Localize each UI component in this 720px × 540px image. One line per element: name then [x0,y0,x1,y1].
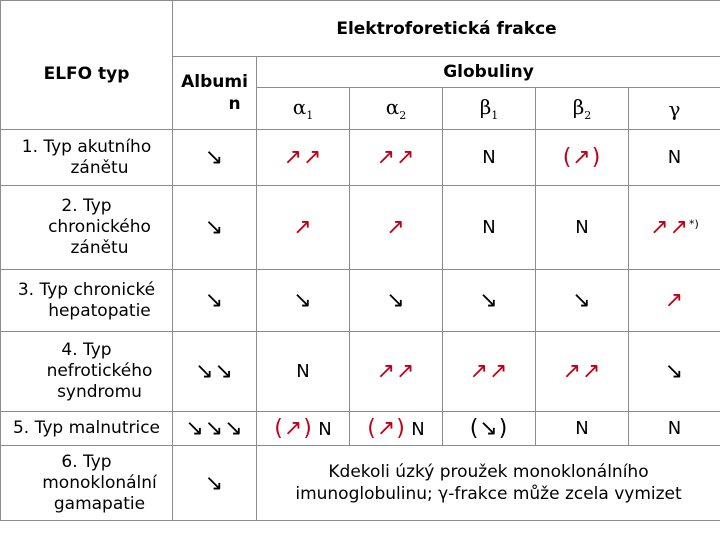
table-row: 6. Typ monoklonální gamapatie ↘ Kdekoli úz… [0,445,720,521]
table-row: 5. Typ malnutrice ↘↘↘ (↗) N (↗) N (↘) N … [0,411,720,446]
beta2-cell: ↗↗ [535,331,629,412]
beta1-header: β1 [442,87,536,130]
albumin-cell: ↘↘ [172,331,257,412]
gamma-header: γ [627,87,720,130]
row-label: 3. Typ chronické hepatopatie [0,269,173,332]
albumin-cell: ↘ [172,269,257,332]
gamma-cell: ↗↗*) [627,185,720,270]
table-row: 3. Typ chronické hepatopatie ↘ ↘ ↘ ↘ ↘ ↗ [0,269,720,332]
albumin-cell: ↘ [172,445,257,521]
beta1-cell: (↘) [442,411,536,446]
alpha1-cell: ↗ [256,185,350,270]
alpha1-cell: ↘ [256,269,350,332]
gamma-cell: ↗ [627,269,720,332]
table-row: 1. Typ akutního zánětu ↘ ↗↗ ↗↗ N (↗) N [0,129,720,186]
alpha2-cell: (↗) N [349,411,443,446]
gamma-cell: ↘ [627,331,720,412]
table-row: 4. Typ nefrotického syndromu ↘↘ N ↗↗ ↗↗ ↗↗… [0,331,720,412]
alpha2-cell: ↘ [349,269,443,332]
alpha2-cell: ↗↗ [349,129,443,186]
alpha1-cell: ↗↗ [256,129,350,186]
beta1-cell: ↗↗ [442,331,536,412]
alpha1-cell: (↗) N [256,411,350,446]
beta2-cell: N [535,411,629,446]
albumin-cell: ↘ [172,129,257,186]
albumin-header-line2: n [228,94,241,114]
row-label: 1. Typ akutního zánětu [0,129,173,186]
alpha2-cell: ↗↗ [349,331,443,412]
type-column-header: ELFO typ [0,0,173,130]
globulins-header: Globuliny [255,56,720,88]
row-label: 5. Typ malnutrice [0,411,173,446]
albumin-cell: ↘ [172,185,257,270]
row-label: 2. Typ chronického zánětu [0,185,173,270]
row-label: 6. Typ monoklonální gamapatie [0,445,173,521]
beta1-cell: N [442,185,536,270]
elfo-table: ELFO typ Elektroforetická frakce Albumi … [0,0,720,521]
beta2-cell: N [535,185,629,270]
fraction-title: Elektroforetická frakce [171,0,720,57]
alpha1-header: α1 [256,87,350,130]
gamma-cell: N [627,129,720,186]
fraction-title-text: Elektroforetická frakce [336,18,557,39]
beta1-cell: N [442,129,536,186]
albumin-header: Albumi n [172,56,257,130]
globulins-header-text: Globuliny [443,62,534,82]
albumin-header-line1: Albumi [181,72,248,92]
monoclonal-note: Kdekoli úzký proužek monoklonálního imun… [255,445,720,521]
row-label: 4. Typ nefrotického syndromu [0,331,173,412]
alpha1-cell: N [256,331,350,412]
beta2-header: β2 [535,87,629,130]
asterisk-note: *) [689,217,699,231]
alpha2-header: α2 [349,87,443,130]
beta2-cell: ↘ [535,269,629,332]
albumin-cell: ↘↘↘ [172,411,257,446]
beta1-cell: ↘ [442,269,536,332]
beta2-cell: (↗) [535,129,629,186]
type-column-header-text: ELFO typ [43,64,130,84]
table-row: 2. Typ chronického zánětu ↘ ↗ ↗ N N ↗↗*) [0,185,720,270]
alpha2-cell: ↗ [349,185,443,270]
gamma-cell: N [627,411,720,446]
